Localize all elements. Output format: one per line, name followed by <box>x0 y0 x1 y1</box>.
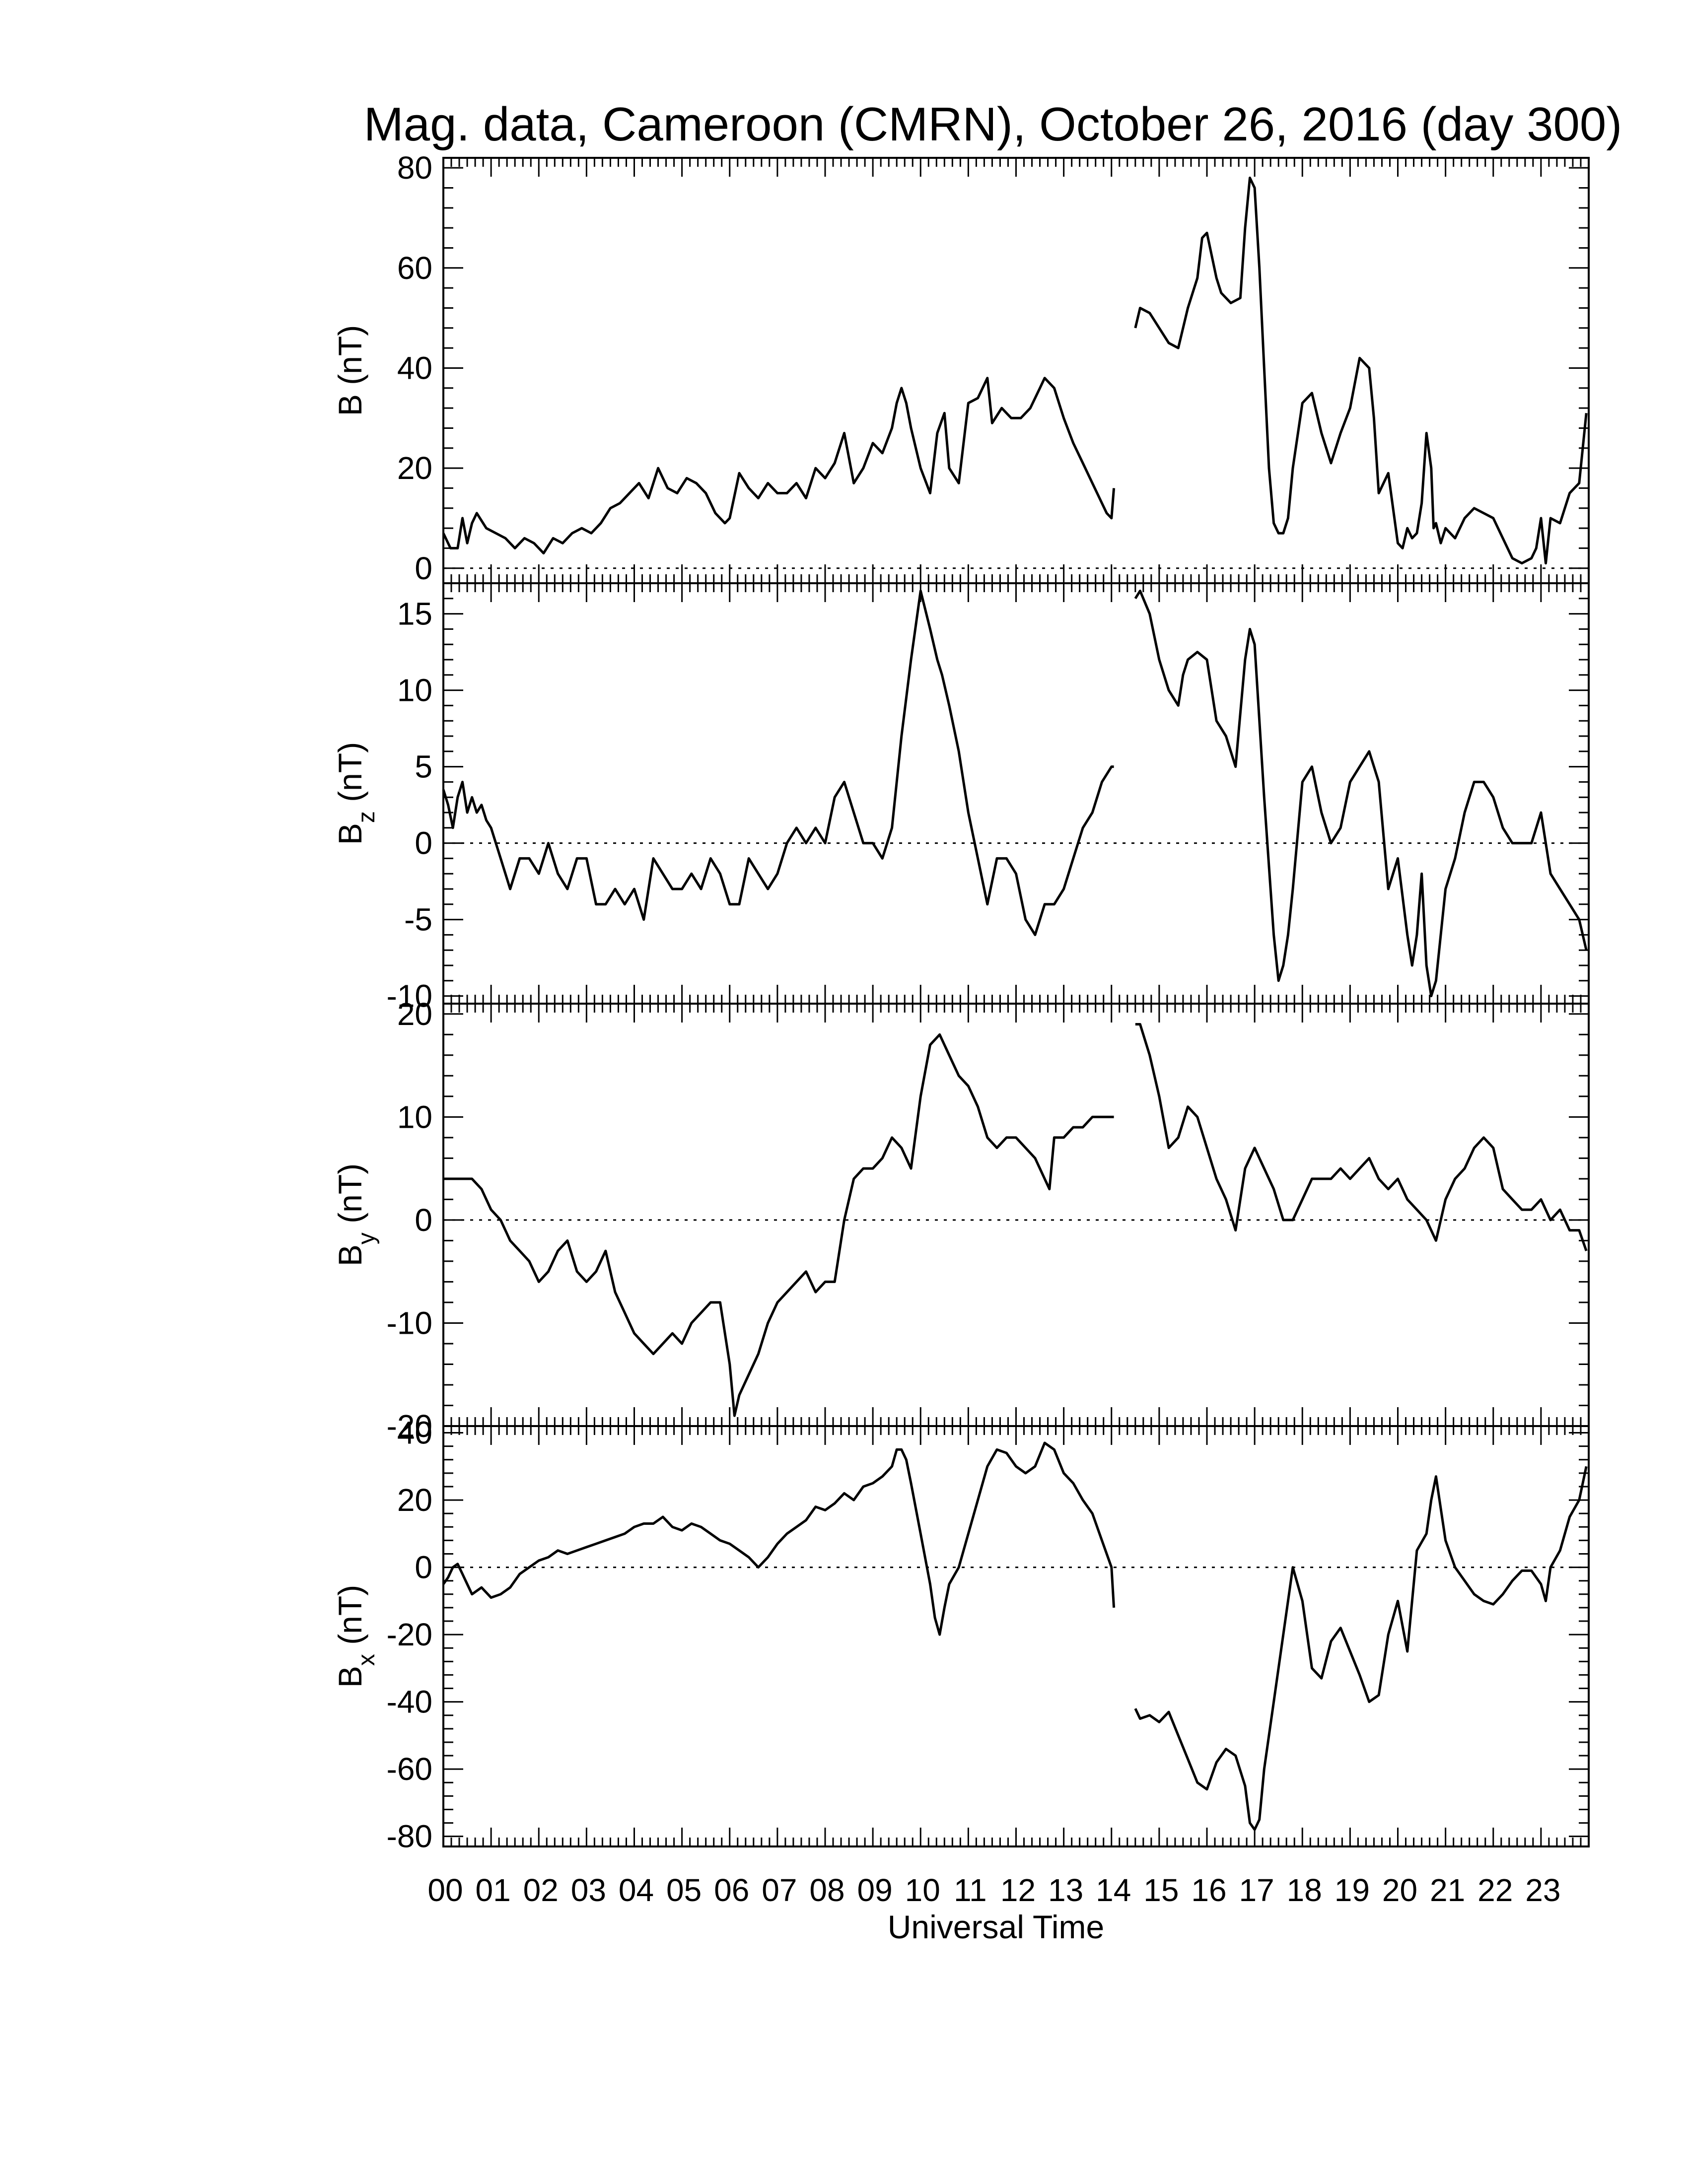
x-tick-label-00: 00 <box>427 1872 463 1908</box>
y-tick-label-Bz: 10 <box>397 673 432 708</box>
panel-B: 0 20 40 60 80 B (nT) <box>332 150 1590 586</box>
x-tick-label-05: 05 <box>666 1872 702 1908</box>
chart-title: Mag. data, Cameroon (CMRN), October 26, … <box>364 98 1622 151</box>
x-tick-label-12: 12 <box>1000 1872 1036 1908</box>
x-tick-label-22: 22 <box>1477 1872 1513 1908</box>
series-B-segment-2 <box>1134 176 1588 565</box>
x-tick-label-15: 15 <box>1143 1872 1179 1908</box>
series-By-segment-2 <box>1135 1023 1588 1251</box>
x-tick-label-20: 20 <box>1382 1872 1417 1908</box>
x-tick-label-09: 09 <box>857 1872 893 1908</box>
y-tick-label-Bx: -40 <box>387 1684 433 1720</box>
y-tick-label-By: -10 <box>387 1305 433 1341</box>
y-tick-label-By: 0 <box>415 1202 432 1238</box>
y-tick-label-Bx: 0 <box>415 1550 432 1585</box>
y-tick-label-Bx: -20 <box>387 1617 433 1652</box>
series-Bz-segment-1 <box>442 589 1114 936</box>
y-tick-label-By: 20 <box>397 996 432 1032</box>
y-tick-label-B: 60 <box>397 250 432 286</box>
x-tick-label-06: 06 <box>714 1872 749 1908</box>
series-Bz-segment-2 <box>1134 589 1588 998</box>
x-tick-label-03: 03 <box>571 1872 606 1908</box>
x-tick-label-21: 21 <box>1430 1872 1465 1908</box>
series-B-segment-1 <box>442 377 1116 554</box>
x-tick-label-08: 08 <box>809 1872 844 1908</box>
x-tick-label-04: 04 <box>619 1872 654 1908</box>
x-tick-label-01: 01 <box>476 1872 511 1908</box>
x-tick-label-14: 14 <box>1096 1872 1131 1908</box>
panel-By: -20 -10 0 10 20 By (nT) <box>332 996 1590 1444</box>
y-tick-label-Bx: -60 <box>387 1751 433 1787</box>
y-tick-label-By: 10 <box>397 1099 432 1135</box>
series-Bx-segment-1 <box>442 1441 1116 1636</box>
y-axis-label-Bx: Bx (nT) <box>332 1585 380 1688</box>
y-tick-label-B: 40 <box>397 350 432 386</box>
y-axis-label-B: B (nT) <box>332 325 368 416</box>
x-tick-labels: 00 01 02 03 04 05 06 07 08 09 10 11 12 13 14 15 16 17 18 19… <box>427 1872 1560 1908</box>
series-By-segment-1 <box>443 1033 1114 1417</box>
panel-Bz: -10 -5 0 5 10 15 Bz (nT) <box>332 582 1590 1014</box>
x-tick-label-17: 17 <box>1239 1872 1274 1908</box>
panels-group: 0 20 40 60 80 B (nT) -10 -5 0 5 10 15 Bz (nT) -20 -10 0… <box>332 150 1590 1854</box>
y-tick-label-Bx: 20 <box>397 1482 432 1518</box>
x-tick-label-18: 18 <box>1287 1872 1322 1908</box>
y-tick-label-Bx: -80 <box>387 1819 433 1854</box>
y-tick-label-By: -20 <box>387 1408 433 1444</box>
x-tick-label-23: 23 <box>1525 1872 1560 1908</box>
panel-Bx: -80 -60 -40 -20 0 20 40 Bx (nT) <box>332 1415 1590 1854</box>
y-tick-label-Bz: 5 <box>415 749 432 785</box>
x-tick-label-10: 10 <box>905 1872 940 1908</box>
x-tick-label-16: 16 <box>1191 1872 1226 1908</box>
x-tick-label-07: 07 <box>762 1872 797 1908</box>
x-tick-label-11: 11 <box>954 1872 986 1908</box>
x-axis-label: Universal Time <box>888 1909 1104 1945</box>
x-tick-label-19: 19 <box>1335 1872 1370 1908</box>
y-tick-label-Bz: 15 <box>397 596 432 632</box>
y-tick-label-Bz: -5 <box>404 902 432 938</box>
y-tick-label-B: 80 <box>397 150 432 186</box>
y-tick-label-Bz: 0 <box>415 825 432 861</box>
y-axis-label-By: By (nT) <box>332 1163 380 1266</box>
y-tick-label-B: 0 <box>415 550 432 586</box>
y-tick-label-Bx: 40 <box>397 1415 432 1451</box>
y-tick-label-Bz: -10 <box>387 978 433 1014</box>
y-axis-label-Bz: Bz (nT) <box>332 742 380 845</box>
x-tick-label-02: 02 <box>523 1872 559 1908</box>
x-tick-label-13: 13 <box>1048 1872 1083 1908</box>
y-tick-label-B: 20 <box>397 450 432 486</box>
series-Bx-segment-2 <box>1134 1466 1588 1831</box>
